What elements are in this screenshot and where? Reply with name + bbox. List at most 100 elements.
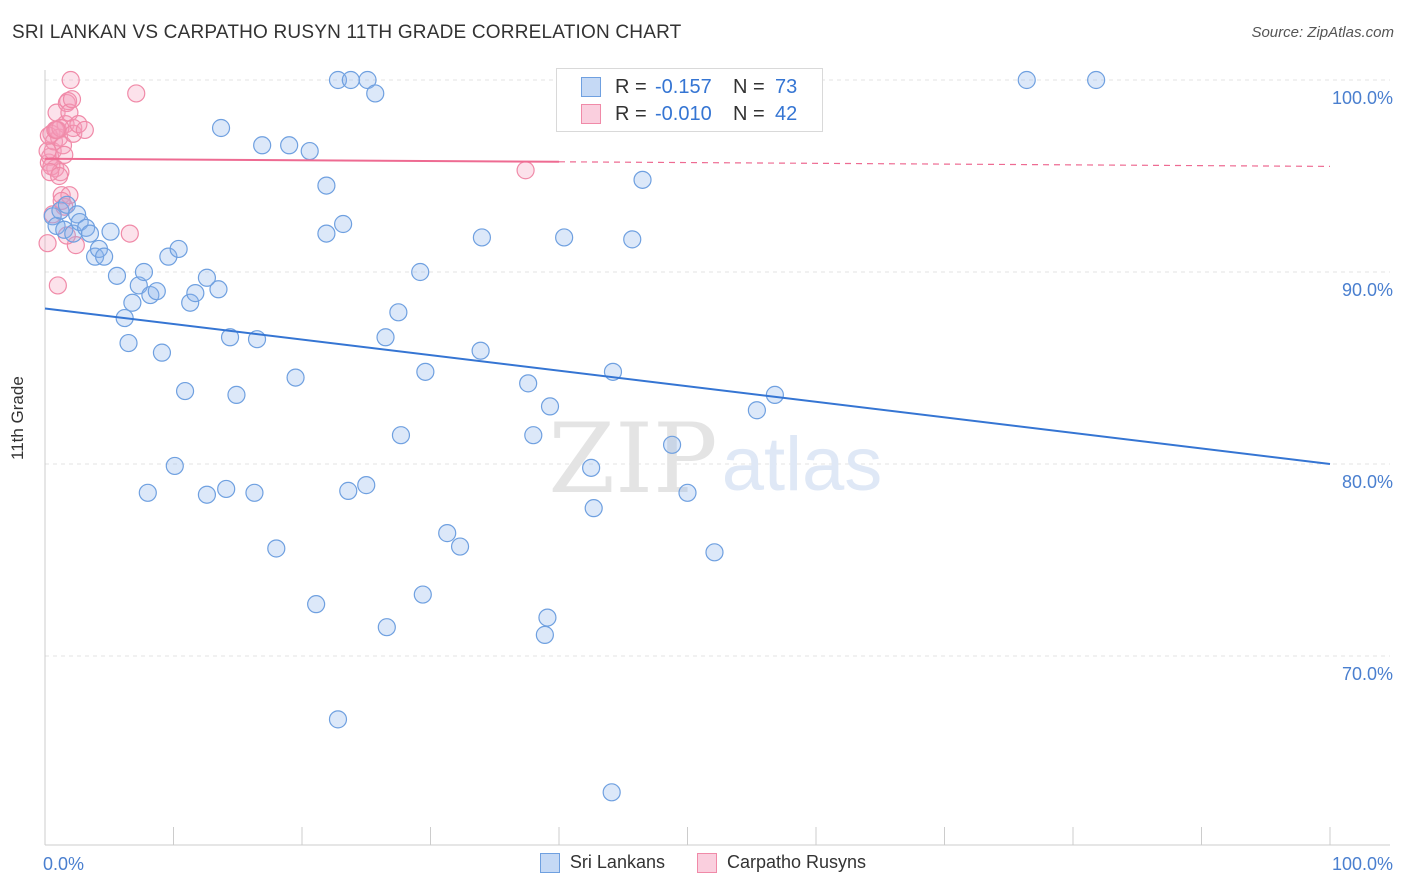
sri-lankans-point <box>765 385 784 404</box>
trend-line-dashed-1 <box>558 161 1331 167</box>
legend: Sri Lankans Carpatho Rusyns <box>0 852 1406 873</box>
n-label: N = <box>733 75 765 98</box>
sri-lankans-point <box>582 458 601 477</box>
stats-box: R = -0.157 N = 73 R = -0.010 N = 42 <box>556 68 823 132</box>
carpatho-rusyns-point <box>38 141 57 161</box>
sri-lankans-point <box>602 783 621 802</box>
x-tick-label: 0.0% <box>43 854 84 874</box>
carpatho-rusyns-point <box>48 276 67 295</box>
sri-lankans-point <box>211 118 231 138</box>
r-label: R = <box>615 75 647 98</box>
trend-line-solid-1 <box>44 157 560 163</box>
sri-lankans-point <box>280 136 299 155</box>
sri-lankans-point <box>197 485 217 504</box>
sri-lankans-point <box>416 362 435 381</box>
sri-lankans-point <box>1087 70 1106 90</box>
sri-lankans-point <box>317 224 336 243</box>
sri-lankans-point <box>138 483 157 502</box>
y-tick-label: 100.0% <box>1332 88 1393 108</box>
sri-lankans-point <box>317 176 336 195</box>
x-tick-label: 100.0% <box>1332 854 1393 874</box>
sri-lankans-point <box>376 328 395 347</box>
sri-lankans-point <box>555 228 574 247</box>
sri-lankans-point <box>217 479 236 499</box>
sri-lankans-point <box>633 170 652 189</box>
carpatho-rusyns-point <box>127 84 146 103</box>
sri-lankans-point <box>186 284 205 303</box>
sri-lankans-point <box>107 266 127 285</box>
sri-lankans-swatch <box>581 77 601 97</box>
sri-lankans-point <box>413 585 432 604</box>
n-value: 42 <box>775 102 798 125</box>
sri-lankans-point <box>391 426 411 445</box>
sri-lankans-point <box>165 456 184 476</box>
sri-lankans-point <box>450 537 470 556</box>
sri-lankans-point <box>357 476 376 495</box>
r-value: -0.010 <box>655 102 712 125</box>
stats-row-carpatho-rusyns: R = -0.010 N = 42 <box>581 101 797 127</box>
source-label: Source: ZipAtlas.com <box>1251 24 1394 41</box>
sri-lankans-point <box>705 543 724 562</box>
r-label: R = <box>615 102 647 125</box>
sri-lankans-point <box>535 625 554 644</box>
sri-lankans-point <box>524 426 543 445</box>
y-tick-label: 90.0% <box>1342 280 1393 300</box>
carpatho-rusyns-point <box>62 90 82 109</box>
sri-lankans-point <box>519 374 538 393</box>
sri-lankans-points <box>43 70 1106 802</box>
legend-swatch-pink <box>696 852 717 873</box>
sri-lankans-point <box>267 539 286 558</box>
sri-lankans-point <box>245 483 264 502</box>
sri-lankans-point <box>55 220 74 239</box>
stats-row-sri-lankans: R = -0.157 N = 73 <box>581 74 797 100</box>
trend-lines <box>44 157 1331 465</box>
sri-lankans-point <box>389 303 408 322</box>
sri-lankans-point <box>328 70 348 90</box>
sri-lankans-point <box>209 280 228 299</box>
watermark-zip: ZIP <box>548 403 717 515</box>
sri-lankans-point <box>95 247 114 266</box>
n-value: 73 <box>775 75 798 98</box>
watermark: ZIP atlas <box>548 403 882 515</box>
sri-lankans-point <box>1017 70 1036 90</box>
grid-lines <box>45 79 1390 657</box>
carpatho-rusyns-point <box>61 70 80 90</box>
sri-lankans-point <box>471 341 490 360</box>
y-tick-label: 70.0% <box>1342 664 1393 684</box>
sri-lankans-point <box>747 401 766 420</box>
carpatho-rusyns-point <box>52 186 71 205</box>
sri-lankans-point <box>220 328 240 347</box>
sri-lankans-point <box>341 70 360 90</box>
sri-lankans-point <box>538 608 557 627</box>
carpatho-rusyns-point <box>38 234 57 253</box>
sri-lankans-point <box>80 224 100 243</box>
sri-lankans-point <box>175 381 195 401</box>
legend-swatch-blue <box>539 852 560 873</box>
n-label: N = <box>733 102 765 125</box>
sri-lankans-point <box>147 282 166 301</box>
sri-lankans-point <box>411 262 430 282</box>
sri-lankans-point <box>584 499 603 518</box>
carpatho-rusyns-point <box>50 166 69 186</box>
carpatho-rusyns-points <box>38 70 535 295</box>
sri-lankans-point <box>227 385 246 404</box>
sri-lankans-point <box>134 262 154 282</box>
r-value: -0.157 <box>655 75 712 98</box>
sri-lankans-point <box>438 524 457 543</box>
watermark-atlas: atlas <box>722 422 883 507</box>
chart-title: SRI LANKAN VS CARPATHO RUSYN 11TH GRADE … <box>12 22 682 43</box>
y-tick-label: 80.0% <box>1342 472 1393 492</box>
sri-lankans-point <box>101 222 120 241</box>
axes <box>44 70 1390 846</box>
legend-item-sri-lankans[interactable]: Sri Lankans <box>539 852 665 873</box>
sri-lankans-point <box>328 710 348 729</box>
legend-item-carpatho-rusyns[interactable]: Carpatho Rusyns <box>696 852 867 873</box>
sri-lankans-point <box>123 293 142 312</box>
sri-lankans-point <box>286 368 305 387</box>
sri-lankans-point <box>197 268 217 287</box>
legend-label: Carpatho Rusyns <box>726 852 867 872</box>
legend-label: Sri Lankans <box>569 852 665 872</box>
sri-lankans-point <box>366 84 385 103</box>
sri-lankans-point <box>377 618 396 637</box>
sri-lankans-point <box>253 136 272 155</box>
